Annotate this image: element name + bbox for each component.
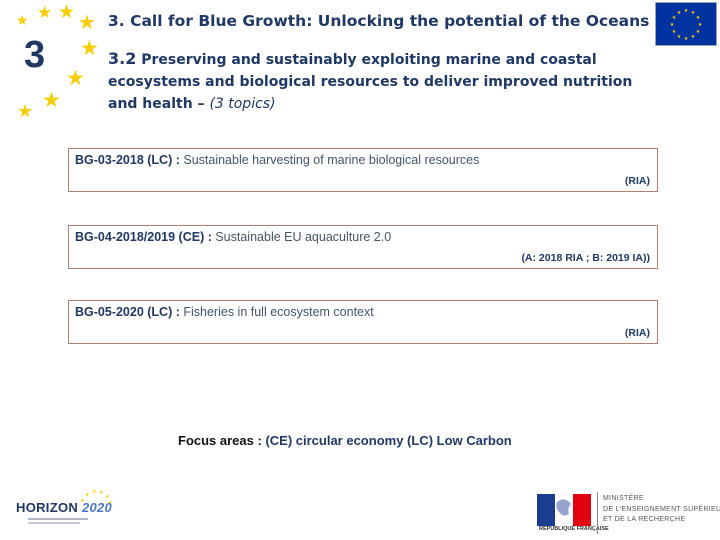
topic-line: BG-04-2018/2019 (CE) : Sustainable EU aq… (75, 230, 391, 244)
svg-text:★: ★ (672, 29, 677, 35)
svg-text:★: ★ (80, 498, 85, 504)
star-icon: ★ (16, 13, 29, 29)
ministry-line: MINISTÈRE (603, 495, 644, 502)
topic-title: Sustainable EU aquaculture 2.0 (211, 230, 392, 244)
star-icon: ★ (80, 36, 99, 60)
focus-areas: Focus areas : (CE) circular economy (LC)… (178, 433, 512, 448)
topic-title: Fisheries in full ecosystem context (179, 305, 374, 319)
horizon-word: HORIZON (16, 500, 82, 515)
horizon-year: 2020 (81, 500, 113, 515)
svg-text:★: ★ (696, 29, 701, 35)
topic-action-type: (RIA) (624, 327, 650, 339)
marianne-logo (537, 494, 591, 526)
svg-text:★: ★ (105, 494, 110, 500)
section-number: 3 (24, 34, 46, 76)
svg-text:★: ★ (684, 36, 689, 42)
svg-text:★: ★ (677, 34, 682, 40)
topic-box: BG-03-2018 (LC) : Sustainable harvesting… (68, 148, 658, 192)
page-subtitle: 3.2 Preserving and sustainably exploitin… (108, 48, 653, 115)
star-icon: ★ (58, 1, 76, 23)
ministry-name: MINISTÈRE DE L'ENSEIGNEMENT SUPÉRIEUR ET… (603, 494, 720, 526)
subtitle-text: Preserving and sustainably exploiting ma… (108, 52, 633, 112)
topic-code: BG-04-2018/2019 (CE) : (75, 230, 212, 244)
svg-text:★: ★ (108, 500, 113, 506)
svg-text:★: ★ (691, 34, 696, 40)
horizon-tagline-line (28, 518, 88, 520)
topic-action-type: (A: 2018 RIA ; B: 2019 IA)) (521, 252, 650, 264)
svg-text:★: ★ (99, 490, 104, 496)
star-icon: ★ (78, 10, 96, 34)
svg-text:★: ★ (677, 10, 682, 16)
star-icon: ★ (17, 101, 34, 122)
svg-text:★: ★ (696, 15, 701, 21)
horizon-wordmark: HORIZON 2020 (16, 500, 112, 515)
topic-box: BG-04-2018/2019 (CE) : Sustainable EU aq… (68, 225, 658, 269)
star-icon: ★ (66, 66, 85, 90)
topic-box: BG-05-2020 (LC) : Fisheries in full ecos… (68, 300, 658, 344)
horizon-tagline-line (28, 522, 80, 524)
page-title: 3. Call for Blue Growth: Unlocking the p… (108, 12, 650, 30)
topic-code: BG-05-2020 (LC) : (75, 305, 180, 319)
republic-label: RÉPUBLIQUE FRANÇAISE (539, 526, 609, 532)
svg-text:★: ★ (92, 489, 97, 495)
topic-action-type: (RIA) (624, 175, 650, 187)
star-icon: ★ (37, 3, 53, 23)
topic-title: Sustainable harvesting of marine biologi… (179, 153, 480, 167)
svg-text:★: ★ (672, 15, 677, 21)
topic-code: BG-03-2018 (LC) : (75, 153, 180, 167)
svg-text:★: ★ (85, 492, 90, 498)
focus-label: Focus areas : (178, 433, 266, 448)
topic-line: BG-05-2020 (LC) : Fisheries in full ecos… (75, 305, 374, 319)
svg-text:★: ★ (684, 8, 689, 14)
star-icon: ★ (42, 88, 61, 112)
svg-text:★: ★ (670, 22, 675, 28)
horizon-2020-logo: ★ ★ ★ ★ ★ ★ HORIZON 2020 (14, 488, 114, 532)
focus-text: (CE) circular economy (LC) Low Carbon (265, 433, 512, 448)
ministry-logo: RÉPUBLIQUE FRANÇAISE MINISTÈRE DE L'ENSE… (535, 490, 720, 540)
subtitle-dash: – (192, 96, 210, 112)
svg-text:★: ★ (691, 10, 696, 16)
subtitle-topics: (3 topics) (209, 96, 276, 112)
ministry-line: DE L'ENSEIGNEMENT SUPÉRIEUR (603, 505, 720, 513)
logo-divider (597, 492, 598, 534)
ministry-line: ET DE LA RECHERCHE (603, 516, 686, 523)
eu-flag-icon: ★ ★ ★ ★ ★ ★ ★ ★ ★ ★ ★ ★ (655, 2, 717, 46)
subtitle-number: 3.2 (108, 49, 137, 68)
svg-text:★: ★ (698, 22, 703, 28)
topic-line: BG-03-2018 (LC) : Sustainable harvesting… (75, 153, 479, 167)
